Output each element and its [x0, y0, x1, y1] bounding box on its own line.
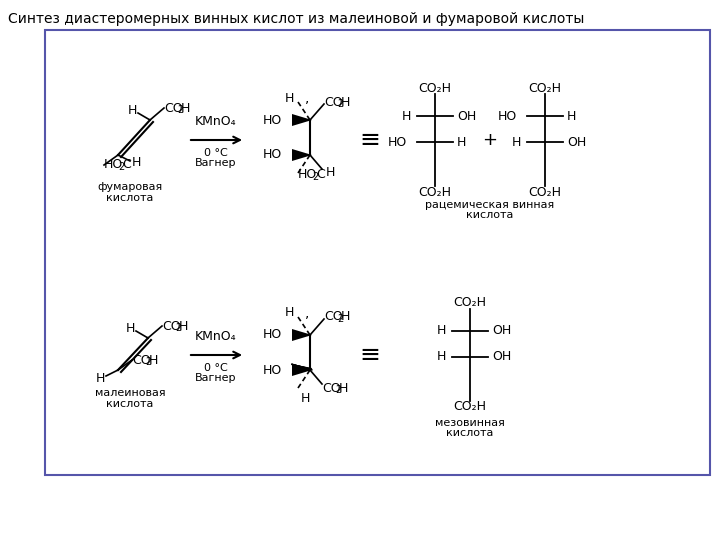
Text: H: H [436, 350, 446, 363]
Text: 2: 2 [337, 314, 343, 324]
Text: мезовинная: мезовинная [435, 418, 505, 428]
Text: 2: 2 [177, 105, 184, 115]
Text: Синтез диастеромерных винных кислот из малеиновой и фумаровой кислоты: Синтез диастеромерных винных кислот из м… [8, 12, 585, 26]
Text: кислота: кислота [467, 210, 513, 220]
Text: HO: HO [498, 110, 517, 123]
Text: H: H [326, 166, 336, 179]
Text: H: H [402, 110, 411, 123]
Text: CO: CO [324, 310, 343, 323]
Text: CO₂H: CO₂H [528, 186, 562, 199]
Text: кислота: кислота [446, 428, 494, 438]
Text: OH: OH [567, 136, 586, 148]
Text: 0 °C: 0 °C [204, 148, 228, 158]
Text: H: H [436, 325, 446, 338]
Text: CO: CO [164, 102, 183, 114]
Text: CO: CO [324, 96, 343, 109]
Text: C: C [122, 159, 131, 172]
Text: 2: 2 [118, 162, 125, 172]
Text: H: H [341, 96, 351, 109]
Text: рацемическая винная: рацемическая винная [426, 200, 554, 210]
Text: KMnO₄: KMnO₄ [195, 115, 237, 128]
Text: ,: , [305, 91, 310, 105]
Text: KMnO₄: KMnO₄ [195, 330, 237, 343]
Text: кислота: кислота [107, 399, 153, 409]
Text: фумаровая: фумаровая [97, 182, 163, 192]
Text: 2: 2 [312, 172, 318, 182]
Text: H: H [512, 136, 521, 148]
Text: ≡: ≡ [359, 343, 380, 367]
Polygon shape [292, 364, 312, 376]
Text: ≡: ≡ [359, 128, 380, 152]
Text: HO: HO [104, 159, 123, 172]
Text: H: H [127, 104, 137, 117]
Text: CO₂H: CO₂H [528, 82, 562, 94]
Text: +: + [482, 131, 498, 149]
Text: H: H [284, 91, 294, 105]
Text: HO: HO [388, 136, 407, 148]
Text: H: H [131, 157, 140, 170]
Text: C: C [316, 168, 325, 181]
Text: H: H [95, 372, 104, 384]
Text: CO₂H: CO₂H [454, 296, 487, 309]
Text: H: H [125, 321, 135, 334]
Text: CO: CO [322, 381, 341, 395]
Text: 2: 2 [337, 99, 343, 109]
Text: H: H [149, 354, 158, 367]
Text: 2: 2 [335, 385, 341, 395]
Text: OH: OH [492, 350, 511, 363]
Text: H: H [341, 310, 351, 323]
Text: кислота: кислота [107, 193, 153, 203]
Text: ,: , [305, 306, 310, 320]
Polygon shape [292, 114, 312, 126]
Text: H: H [339, 381, 348, 395]
Text: HO: HO [263, 113, 282, 126]
Text: H: H [179, 320, 189, 333]
Text: 2: 2 [175, 323, 181, 333]
Text: HO: HO [298, 168, 318, 181]
Text: CO₂H: CO₂H [418, 82, 451, 94]
Text: малеиновая: малеиновая [95, 388, 166, 398]
Bar [45, 30, 710, 475]
Text: 2: 2 [145, 357, 151, 367]
Text: H: H [284, 307, 294, 320]
Text: HO: HO [263, 328, 282, 341]
Text: CO₂H: CO₂H [418, 186, 451, 199]
Text: CO: CO [162, 320, 181, 333]
Text: Вагнер: Вагнер [195, 158, 237, 168]
Text: H: H [300, 392, 310, 405]
Text: HO: HO [263, 148, 282, 161]
Text: CO: CO [132, 354, 150, 367]
Text: OH: OH [492, 325, 511, 338]
Text: OH: OH [457, 110, 476, 123]
Text: H: H [457, 136, 467, 148]
Polygon shape [292, 149, 312, 161]
Text: 0 °C: 0 °C [204, 363, 228, 373]
Text: Вагнер: Вагнер [195, 373, 237, 383]
Polygon shape [292, 329, 312, 341]
Text: CO₂H: CO₂H [454, 401, 487, 414]
Text: HO: HO [263, 363, 282, 376]
Text: H: H [567, 110, 577, 123]
Text: H: H [181, 102, 190, 114]
